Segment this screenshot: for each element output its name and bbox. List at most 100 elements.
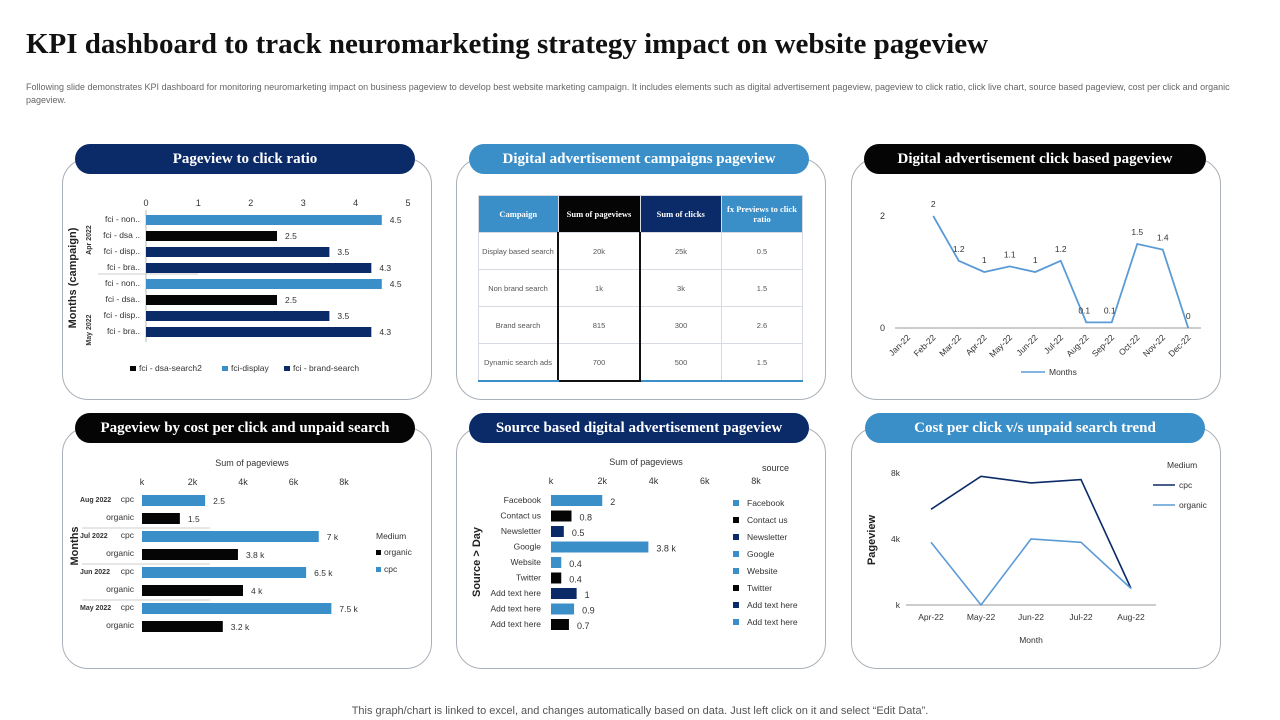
category-label: fci - disp..: [104, 310, 140, 320]
bar: [142, 603, 332, 614]
table-cell: 700: [557, 343, 641, 382]
table-row: Dynamic search ads 700 500 1.5: [478, 343, 803, 382]
group-label: Jul 2022: [80, 533, 108, 540]
panel-header-cpc-unpaid: Pageview by cost per click and unpaid se…: [75, 413, 415, 443]
data-label: 0: [1186, 311, 1191, 321]
category-label: cpc: [121, 566, 135, 576]
x-tick-label: 6k: [700, 476, 710, 486]
bar: [142, 585, 243, 596]
y-tick-label: 2: [880, 211, 885, 221]
legend-label: cpc: [1179, 480, 1193, 490]
data-label: 1.1: [1004, 249, 1016, 259]
legend-swatch: [376, 550, 381, 555]
legend-label: organic: [1179, 500, 1208, 510]
category-label: Newsletter: [501, 526, 541, 536]
bar: [551, 495, 603, 506]
legend-label: Google: [747, 549, 775, 559]
x-tick-label: k: [549, 476, 554, 486]
x-tick-label: 4: [353, 198, 358, 208]
y-tick-label: k: [896, 600, 901, 610]
x-tick-label: 2k: [597, 476, 607, 486]
table-cell: 0.5: [721, 232, 803, 270]
legend-swatch: [222, 366, 228, 371]
bar-value-label: 3.8 k: [656, 544, 676, 554]
chart-cpc-unpaid[interactable]: Sum of pageviews k 2k 4k 6k 8k cpc 2.5 organic 1.…: [62, 450, 430, 660]
category-label: Twitter: [516, 573, 541, 583]
panel-cpc-unpaid: [62, 427, 432, 669]
bar: [142, 513, 180, 524]
category-label: organic: [106, 584, 135, 594]
bar-value-label: 0.4: [569, 575, 582, 585]
x-tick-label: Jan-22: [887, 332, 913, 358]
bar: [146, 231, 277, 241]
category-label: fci - dsa ..: [103, 230, 140, 240]
bar: [142, 621, 223, 632]
bar-value-label: 7.5 k: [339, 604, 358, 614]
legend-swatch: [376, 567, 381, 572]
chart-title: Sum of pageviews: [215, 458, 289, 468]
bar: [142, 495, 206, 506]
legend-title: Medium: [1167, 460, 1197, 470]
table-cell: 25k: [639, 232, 722, 270]
campaign-table: Campaign Sum of pageviews Sum of clicks …: [478, 195, 803, 382]
x-tick-label: Apr-22: [918, 612, 944, 622]
bar: [551, 572, 562, 584]
bar-value-label: 4.3: [379, 263, 391, 273]
data-label: 1.2: [953, 244, 965, 254]
group-label: Apr 2022: [86, 225, 93, 255]
category-label: fci - bra..: [107, 262, 140, 272]
legend-swatch: [733, 602, 739, 608]
y-tick-label: 4k: [891, 534, 901, 544]
legend-swatch: [733, 534, 739, 540]
table-cell: Non brand search: [478, 269, 559, 307]
table-row: Display based search 20k 25k 0.5: [478, 232, 803, 270]
x-tick-label: Apr-22: [964, 332, 989, 357]
x-tick-label: 1: [196, 198, 201, 208]
bar: [142, 549, 238, 560]
panel-header-click-based-pageview: Digital advertisement click based pagevi…: [864, 144, 1206, 174]
data-label: 1.5: [1131, 227, 1143, 237]
bar-value-label: 6.5 k: [314, 568, 333, 578]
table-cell: Dynamic search ads: [478, 343, 559, 382]
line-series-months: [932, 215, 1190, 329]
bar: [142, 567, 307, 578]
chart-source-based[interactable]: Sum of pageviews k 2k 4k 6k 8k Facebook 2 Contac…: [456, 450, 824, 660]
table-cell: 20k: [557, 232, 641, 270]
table-header-row: Campaign Sum of pageviews Sum of clicks …: [478, 195, 803, 233]
y-tick-label: 0: [880, 323, 885, 333]
bar: [551, 526, 564, 537]
table-cell: 1.5: [721, 343, 803, 382]
category-label: cpc: [121, 494, 135, 504]
x-tick-label: 2k: [188, 477, 198, 487]
chart-pageview-click-ratio[interactable]: 0 1 2 3 4 5 fci - non.. 4.5 fci - dsa .. 2.5 fci -…: [62, 190, 430, 390]
chart-cpc-vs-unpaid-trend[interactable]: k 4k 8k Apr-22 May-22 Jun-22 Jul-22 Aug-22 Month…: [851, 450, 1219, 660]
x-tick-label: 5: [405, 198, 410, 208]
legend-swatch: [733, 500, 739, 506]
x-tick-label: Jul-22: [1042, 332, 1066, 356]
bar: [551, 541, 649, 553]
bar: [146, 279, 382, 289]
x-tick-label: k: [140, 477, 145, 487]
bar-value-label: 3.5: [337, 247, 349, 257]
bar: [146, 263, 372, 273]
x-tick-label: Nov-22: [1141, 332, 1168, 359]
bar-value-label: 0.9: [582, 606, 595, 616]
bar: [146, 327, 372, 337]
x-tick-label: Dec-22: [1166, 332, 1193, 359]
x-tick-label: Mar-22: [937, 332, 963, 358]
legend-swatch: [284, 366, 290, 371]
table-cell: 1.5: [721, 269, 803, 307]
x-tick-label: May-22: [967, 612, 996, 622]
line-series-cpc: [930, 475, 1132, 589]
page-subtitle: Following slide demonstrates KPI dashboa…: [26, 82, 1230, 105]
data-label: 0.1: [1078, 305, 1090, 315]
x-tick-label: Jun-22: [1018, 612, 1044, 622]
footer-note: This graph/chart is linked to excel, and…: [351, 705, 929, 717]
category-label: fci - non..: [105, 214, 140, 224]
group-label: May 2022: [86, 314, 93, 345]
category-label: organic: [106, 512, 135, 522]
category-label: Add text here: [490, 619, 541, 629]
table-row: Brand search 815 300 2.6: [478, 306, 803, 344]
category-label: Add text here: [490, 604, 541, 614]
